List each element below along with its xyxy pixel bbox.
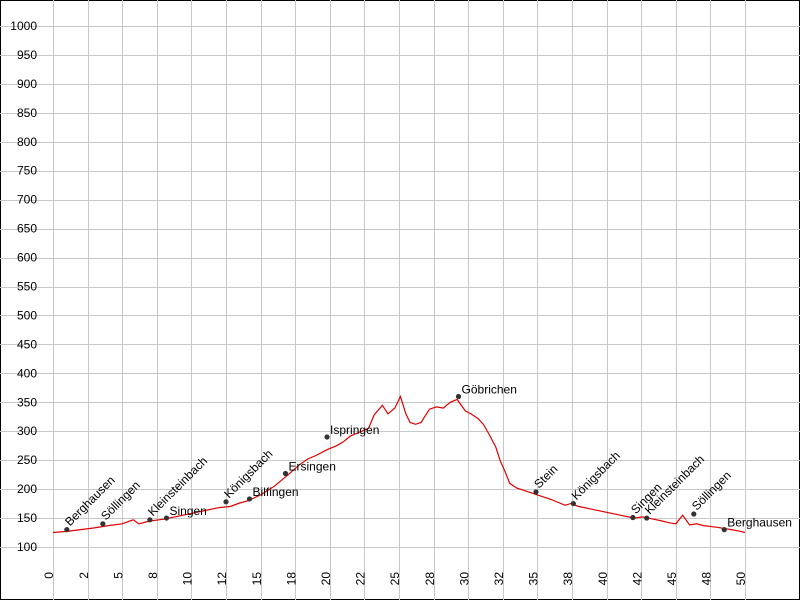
- y-tick-label: 950: [17, 48, 37, 62]
- y-tick-label: 900: [17, 77, 37, 91]
- place-marker-label: Ispringen: [330, 423, 379, 437]
- x-tick-label: 45: [665, 572, 679, 586]
- place-marker-dot: [223, 499, 229, 505]
- x-tick-label: 50: [734, 572, 748, 586]
- place-marker-label: Göbrichen: [462, 382, 517, 396]
- y-tick-label: 650: [17, 222, 37, 236]
- x-tick-label: 42: [630, 572, 644, 586]
- x-tick-label: 25: [388, 572, 402, 586]
- x-tick-label: 48: [700, 572, 714, 586]
- x-tick-label: 18: [284, 572, 298, 586]
- x-axis-tick-labels: 0 2 5 8 10 12 15 18 20 22 25 28 30 32 35 38 40 42 45 48 50: [42, 572, 748, 586]
- y-tick-label: 350: [17, 395, 37, 409]
- y-tick-label: 850: [17, 106, 37, 120]
- place-marker-dot: [163, 515, 170, 521]
- place-marker-dot: [64, 527, 70, 533]
- y-tick-label: 800: [17, 135, 37, 149]
- place-marker-label: Bilfingen: [253, 485, 299, 499]
- place-marker-dot: [246, 496, 253, 502]
- x-tick-label: 8: [146, 572, 160, 579]
- y-tick-label: 400: [17, 366, 37, 380]
- x-tick-label: 28: [423, 572, 437, 586]
- x-tick-label: 10: [181, 572, 195, 586]
- x-tick-label: 35: [527, 572, 541, 586]
- y-tick-label: 250: [17, 453, 37, 467]
- place-marker-label: Berghausen: [727, 516, 792, 530]
- place-marker-dot: [282, 470, 289, 477]
- y-tick-label: 150: [17, 511, 37, 525]
- y-axis-tick-labels: 100 150 200 250 300 350 400 450 500 550 600 650 700 7…: [10, 19, 37, 554]
- place-marker-dot: [324, 434, 330, 440]
- y-tick-label: 300: [17, 424, 37, 438]
- place-marker-dot: [630, 514, 636, 521]
- elevation-series: [52, 394, 746, 534]
- place-marker-dot: [570, 500, 576, 507]
- place-marker-dot: [533, 489, 539, 495]
- place-marker-dot: [644, 515, 650, 521]
- y-tick-label: 700: [17, 193, 37, 207]
- x-tick-label: 2: [77, 572, 91, 579]
- x-tick-label: 0: [42, 572, 56, 579]
- y-tick-label: 500: [17, 308, 37, 322]
- place-marker-label: Ersingen: [289, 459, 336, 473]
- x-tick-label: 15: [250, 572, 264, 586]
- x-tick-label: 32: [492, 572, 506, 586]
- y-tick-label: 600: [17, 251, 37, 265]
- place-marker-dot: [455, 393, 462, 400]
- place-marker-dot: [691, 511, 697, 517]
- y-tick-label: 450: [17, 337, 37, 351]
- x-tick-label: 30: [457, 572, 471, 586]
- place-marker-dot: [721, 527, 727, 533]
- place-marker-dot: [100, 521, 106, 527]
- y-tick-label: 750: [17, 164, 37, 178]
- y-tick-label: 200: [17, 482, 37, 496]
- y-tick-label: 550: [17, 280, 37, 294]
- x-tick-label: 12: [215, 572, 229, 586]
- y-tick-label: 1000: [10, 19, 37, 33]
- x-tick-label: 22: [354, 572, 368, 586]
- x-tick-label: 38: [561, 572, 575, 586]
- elevation-line: [52, 394, 746, 534]
- place-marker-label: Singen: [169, 504, 206, 518]
- x-tick-label: 40: [596, 572, 610, 586]
- place-marker-dot: [147, 517, 153, 523]
- x-tick-label: 20: [319, 572, 333, 586]
- y-tick-label: 100: [17, 540, 37, 554]
- x-tick-label: 5: [111, 572, 125, 579]
